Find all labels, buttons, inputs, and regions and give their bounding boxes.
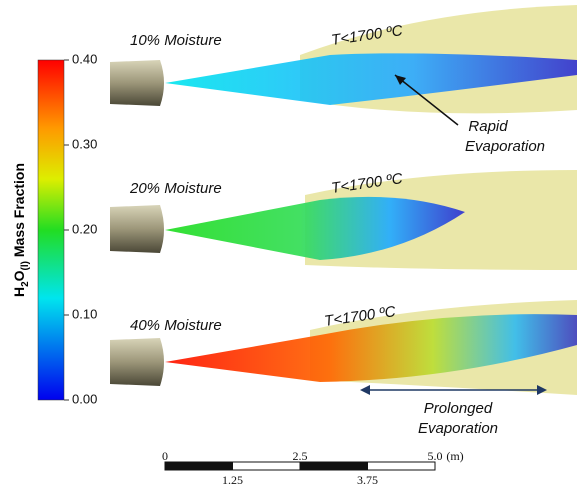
tick-label: 0.20 bbox=[72, 221, 97, 236]
annotation: Rapid bbox=[468, 118, 508, 135]
title-part: H bbox=[11, 287, 27, 297]
scale-label: 3.75 bbox=[357, 473, 378, 487]
colorbar-title: H2O(l) Mass Fraction bbox=[11, 163, 31, 297]
scale-label: 5.0 bbox=[428, 449, 443, 463]
colorbar bbox=[37, 59, 65, 401]
panel-1: 10% Moisture T<1700 ºC Rapid Evaporation bbox=[110, 5, 577, 155]
panel-label: 10% Moisture bbox=[130, 32, 222, 49]
panel-label: 40% Moisture bbox=[130, 317, 222, 334]
tick-label: 0.30 bbox=[72, 136, 97, 151]
arrowhead bbox=[395, 75, 406, 85]
spray bbox=[165, 196, 465, 260]
title-part: 2 bbox=[20, 281, 31, 287]
title-part: Mass Fraction bbox=[11, 163, 27, 261]
title-part: O bbox=[11, 270, 27, 281]
tick-label: 0.00 bbox=[72, 391, 97, 406]
scale-label: 0 bbox=[162, 449, 168, 463]
spray bbox=[165, 314, 577, 382]
scale-label: 2.5 bbox=[293, 449, 308, 463]
title-part: (l) bbox=[20, 261, 31, 270]
tick-label: 0.10 bbox=[72, 306, 97, 321]
panel-label: 20% Moisture bbox=[129, 180, 222, 197]
panel-2: 20% Moisture T<1700 ºC bbox=[110, 170, 577, 270]
nozzle bbox=[110, 60, 164, 106]
scale-segment bbox=[165, 462, 233, 470]
scale-segment bbox=[300, 462, 368, 470]
nozzle bbox=[110, 338, 164, 386]
annotation: Evaporation bbox=[465, 138, 545, 155]
annotation: Evaporation bbox=[418, 420, 498, 437]
spray bbox=[165, 53, 577, 105]
panel-3: 40% Moisture T<1700 ºC Prolonged Evapora… bbox=[110, 300, 577, 437]
tick-label: 0.40 bbox=[72, 51, 97, 66]
nozzle bbox=[110, 205, 164, 253]
arrow bbox=[394, 74, 459, 126]
annotation: Prolonged bbox=[424, 400, 493, 417]
scale-unit: (m) bbox=[446, 449, 463, 463]
scale-label: 1.25 bbox=[222, 473, 243, 487]
